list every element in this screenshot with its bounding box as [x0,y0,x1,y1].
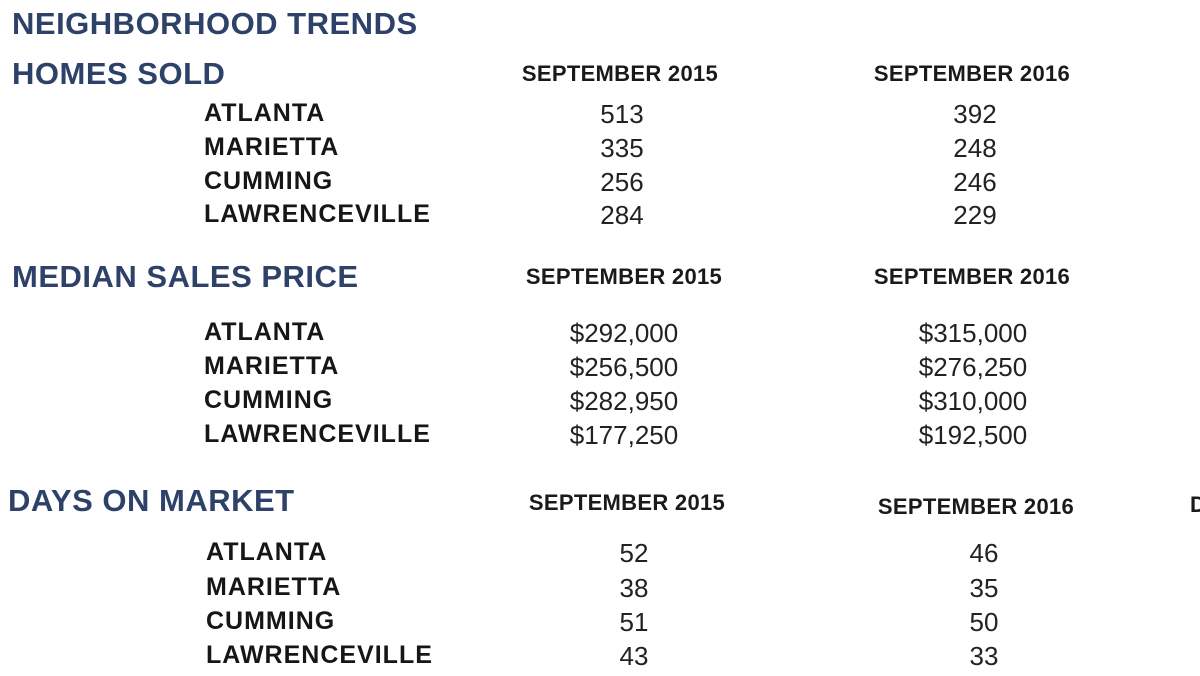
value-2015: 43 [619,641,649,671]
city-label: CUMMING [204,167,334,195]
value-2016: $192,500 [918,420,1028,450]
value-2015: $256,500 [569,352,679,382]
page-title: NEIGHBORHOOD TRENDS [12,6,418,41]
city-label: CUMMING [204,386,334,414]
value-2015: 513 [600,99,644,129]
column-header-2016: SEPTEMBER 2016 [877,494,1075,519]
city-label: LAWRENCEVILLE [204,420,431,448]
city-label: LAWRENCEVILLE [206,641,433,669]
city-label: MARIETTA [206,573,342,601]
value-2015: $282,950 [569,386,679,416]
value-2015: 52 [619,538,649,568]
city-label: LAWRENCEVILLE [204,200,431,228]
value-2015: 284 [600,200,644,230]
value-2015: 335 [600,133,644,163]
city-label: ATLANTA [206,538,328,566]
value-2015: $177,250 [569,420,679,450]
value-2016: 392 [953,99,997,129]
value-2015: 51 [619,607,649,637]
value-2015: 38 [619,573,649,603]
column-header-2016: SEPTEMBER 2016 [873,61,1071,86]
column-header-2015: SEPTEMBER 2015 [525,264,723,289]
value-2015: 256 [600,167,644,197]
city-label: ATLANTA [204,99,326,127]
column-header-2015: SEPTEMBER 2015 [528,490,726,515]
value-2016: 46 [969,538,999,568]
column-header-2015: SEPTEMBER 2015 [521,61,719,86]
value-2016: $276,250 [918,352,1028,382]
value-2016: 248 [953,133,997,163]
value-2016: 33 [969,641,999,671]
value-2016: 229 [953,200,997,230]
column-header-2016: SEPTEMBER 2016 [873,264,1071,289]
value-2016: 50 [969,607,999,637]
city-label: MARIETTA [204,133,340,161]
city-label: MARIETTA [204,352,340,380]
value-2016: 246 [953,167,997,197]
city-label: ATLANTA [204,318,326,346]
city-label: CUMMING [206,607,336,635]
value-2016: $310,000 [918,386,1028,416]
section-title: DAYS ON MARKET [8,483,295,518]
clipped-column-header: D [1190,492,1200,517]
value-2016: 35 [969,573,999,603]
value-2016: $315,000 [918,318,1028,348]
section-title: HOMES SOLD [12,56,226,91]
value-2015: $292,000 [569,318,679,348]
section-title: MEDIAN SALES PRICE [12,259,359,294]
